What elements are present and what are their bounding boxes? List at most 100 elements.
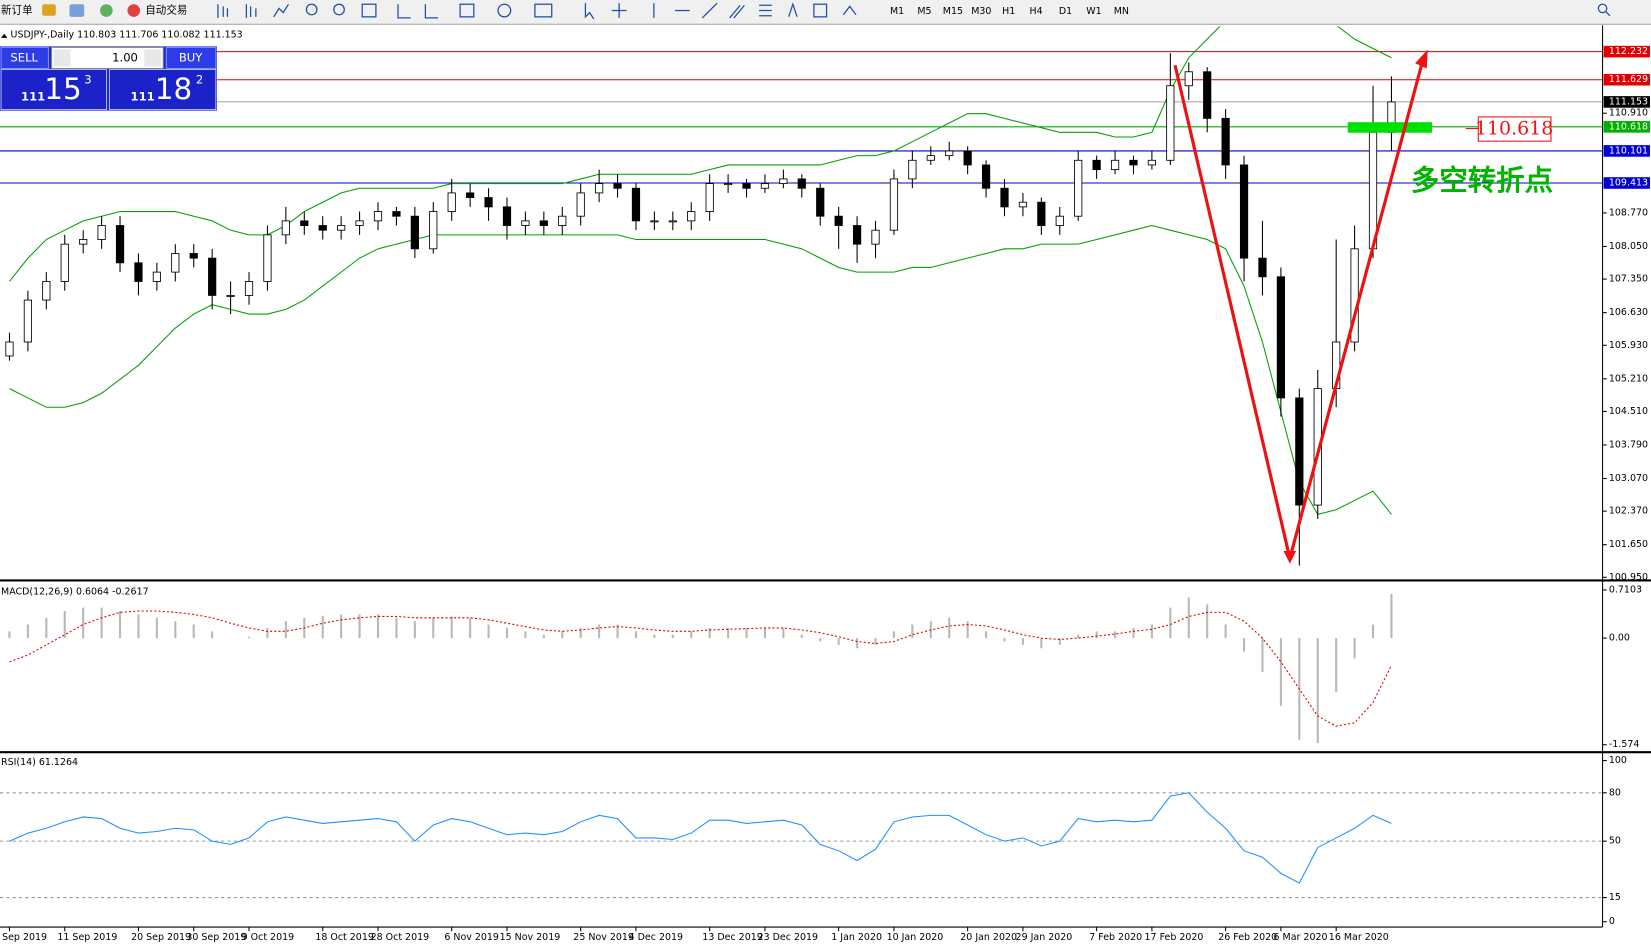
lots-up[interactable] <box>144 49 162 67</box>
x-tick-label: 4 Dec 2019 <box>629 932 683 943</box>
timeframe-button[interactable]: W1 <box>1086 6 1101 17</box>
buy-pips[interactable]: 18 <box>155 72 192 106</box>
label-icon[interactable] <box>813 3 828 18</box>
one-click-trading: SELL 1.00 BUY 111 15 3 111 18 2 <box>0 46 217 111</box>
periods-icon[interactable] <box>497 3 512 18</box>
candle-body <box>152 271 161 282</box>
buy-big-figure[interactable]: 111 <box>131 89 155 103</box>
sell-fraction[interactable]: 3 <box>84 73 91 87</box>
sell-pips[interactable]: 15 <box>44 72 81 106</box>
candle-body <box>1258 257 1267 278</box>
auto-trading-button[interactable]: 自动交易 <box>145 4 187 17</box>
autoscroll-icon[interactable] <box>424 4 439 19</box>
candle-body <box>705 183 714 212</box>
arrow-head <box>1415 49 1428 69</box>
x-tick-label: 23 Dec 2019 <box>758 932 818 943</box>
timeframe-button[interactable]: M15 <box>943 6 963 17</box>
timeframe-button[interactable]: M5 <box>917 6 931 17</box>
y-tick-label: 100.950 <box>1609 572 1648 583</box>
candle-body <box>613 183 622 189</box>
annotation-text: 多空转折点 <box>1411 164 1553 197</box>
icon[interactable] <box>42 4 56 16</box>
line-icon[interactable] <box>273 3 290 18</box>
shift-icon[interactable] <box>397 4 411 19</box>
text-icon[interactable] <box>788 2 798 18</box>
auto-trading-icon[interactable] <box>127 4 141 17</box>
candle-body <box>723 183 733 186</box>
candle-body <box>816 187 825 217</box>
annotation-price: 110.618 <box>1475 118 1553 140</box>
level-label-bg <box>1603 121 1650 133</box>
lots-down[interactable] <box>53 49 71 67</box>
fibo-icon[interactable] <box>759 4 772 17</box>
candle-body <box>226 294 235 297</box>
search-icon[interactable] <box>1597 3 1608 14</box>
crosshair-icon[interactable] <box>611 3 627 18</box>
timeframe-button[interactable]: M1 <box>890 6 904 17</box>
cursor-icon[interactable] <box>584 3 595 20</box>
timeframe-button[interactable]: H1 <box>1002 6 1015 17</box>
buy-price-box[interactable] <box>109 69 217 110</box>
level-label: 110.618 <box>1609 121 1648 132</box>
new-order-button[interactable]: 新订单 <box>1 4 33 17</box>
y-tick-label: 105.930 <box>1609 340 1648 351</box>
rsi-line <box>9 792 1392 884</box>
y-tick-label: 105.210 <box>1609 373 1648 384</box>
templates-icon[interactable] <box>534 3 553 18</box>
buy-label[interactable]: BUY <box>179 50 203 64</box>
timeframe-button[interactable]: M30 <box>971 6 991 17</box>
y-tick-label: -1.574 <box>1609 739 1640 750</box>
candle-body <box>834 215 843 226</box>
candle-body <box>1276 276 1286 399</box>
icon[interactable] <box>69 4 85 17</box>
candle-body <box>97 225 106 240</box>
level-label-bg <box>1603 73 1650 86</box>
collapse-icon[interactable] <box>1 33 8 38</box>
sell-big-figure[interactable]: 111 <box>21 89 45 103</box>
zoom-out-icon[interactable] <box>333 3 345 16</box>
x-tick-label: 16 Mar 2020 <box>1329 932 1389 943</box>
rsi-plot <box>0 792 1603 899</box>
y-tick-label: 15 <box>1609 892 1621 903</box>
candle-icon[interactable] <box>245 4 257 18</box>
tile-icon[interactable] <box>361 3 377 18</box>
zoom-in-icon[interactable] <box>305 3 318 16</box>
x-tick-label: 25 Nov 2019 <box>573 932 634 943</box>
sell-label[interactable]: SELL <box>10 50 38 64</box>
candle-body <box>852 225 862 245</box>
bar-chart-icon[interactable] <box>217 4 229 18</box>
channel-icon[interactable] <box>729 4 745 19</box>
candle-body <box>42 281 51 301</box>
x-tick-label: 18 Oct 2019 <box>315 932 374 943</box>
shapes-icon[interactable] <box>842 5 857 16</box>
timeframe-button[interactable]: MN <box>1114 6 1129 17</box>
candle-body <box>1295 397 1304 506</box>
candle-body <box>5 341 14 357</box>
candle-body <box>1350 248 1359 343</box>
buy-fraction[interactable]: 2 <box>196 73 203 87</box>
buy-button[interactable] <box>165 46 217 70</box>
trendline-icon[interactable] <box>701 2 718 19</box>
y-tick-label: 103.070 <box>1609 473 1648 484</box>
sell-price-box[interactable] <box>0 69 107 110</box>
indicators-icon[interactable] <box>459 3 475 18</box>
x-tick-label: 11 Sep 2019 <box>57 932 117 943</box>
sell-button[interactable] <box>0 46 49 70</box>
timeframe-button[interactable]: H4 <box>1030 6 1043 17</box>
candle-body <box>1018 201 1028 208</box>
x-tick-label: 20 Jan 2020 <box>960 932 1017 943</box>
level-label-bg <box>1603 45 1650 58</box>
icon[interactable] <box>100 4 113 17</box>
timeframe-button[interactable]: D1 <box>1059 6 1072 17</box>
x-tick-label: 6 Mar 2020 <box>1274 932 1328 943</box>
candle-body <box>668 220 677 223</box>
level-label: 110.101 <box>1609 145 1648 156</box>
x-tick-label: 29 Jan 2020 <box>1016 932 1073 943</box>
candle-body <box>392 211 401 217</box>
search-icon-handle[interactable] <box>1605 11 1611 17</box>
candle-body <box>908 159 917 180</box>
lots-input[interactable] <box>51 46 164 70</box>
y-tick-label: 108.770 <box>1609 207 1648 218</box>
lots-value[interactable]: 1.00 <box>112 50 138 64</box>
candle-body <box>1055 215 1064 226</box>
